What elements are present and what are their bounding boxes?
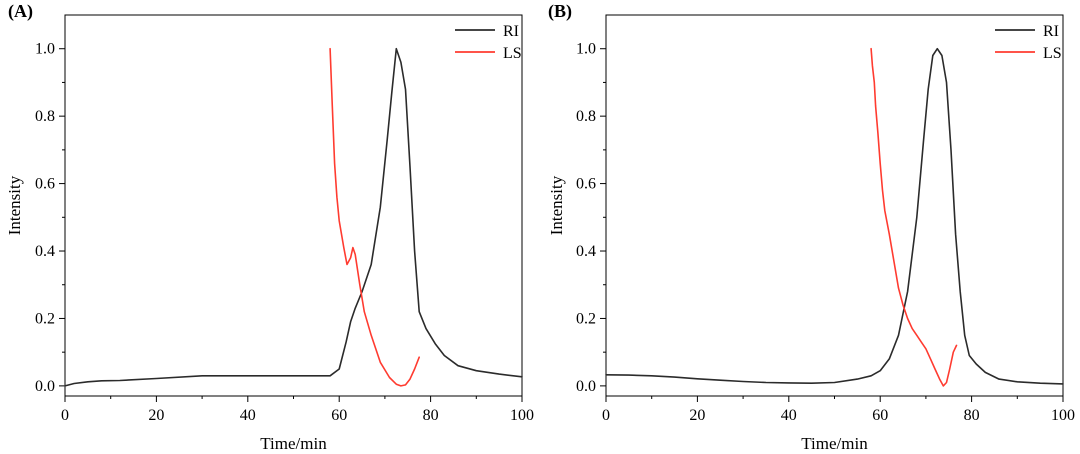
x-axis-title: Time/min [801,434,868,453]
y-tick-label: 1.0 [35,41,55,58]
y-tick-label: 0.6 [576,176,596,193]
series-line-ls [329,47,421,387]
y-tick-label: 0.0 [576,378,596,395]
x-tick-label: 80 [423,407,439,424]
y-tick-label: 0.8 [576,108,596,125]
series-line-ri [605,47,1064,385]
plot-frame [64,14,523,397]
legend-label-ri: RI [503,23,519,40]
x-tick-label: 100 [510,407,534,424]
panel-b: (B) 0 20 40 60 80 100 0.0 0.2 0.4 0.6 0.8 1.0 Time/mi… [547,1,1075,453]
panel-a: (A) 0 20 40 60 80 100 0.0 0.2 0.4 0.6 0.8 1.0 Time/mi… [5,1,534,453]
panel-label: (B) [548,1,572,22]
x-tick-label: 0 [61,407,69,424]
y-tick-label: 1.0 [576,41,596,58]
x-tick-label: 20 [148,407,164,424]
series-line-ri [64,47,523,387]
x-tick-label: 0 [602,407,610,424]
y-axis-title: Intensity [5,175,24,235]
y-tick-label: 0.4 [576,243,596,260]
legend-label-ls: LS [1043,45,1062,62]
x-tick-label: 60 [872,407,888,424]
x-tick-label: 20 [689,407,705,424]
y-axis-title: Intensity [547,175,566,235]
legend-label-ls: LS [503,45,522,62]
x-axis-title: Time/min [260,434,327,453]
panel-label: (A) [8,1,33,22]
plot-frame [605,14,1064,397]
y-tick-label: 0.6 [35,176,55,193]
x-tick-label: 40 [781,407,797,424]
x-tick-label: 80 [964,407,980,424]
x-tick-label: 60 [331,407,347,424]
x-tick-label: 100 [1051,407,1075,424]
y-tick-label: 0.4 [35,243,55,260]
legend-label-ri: RI [1043,23,1059,40]
x-tick-label: 40 [240,407,256,424]
y-tick-label: 0.8 [35,108,55,125]
y-tick-label: 0.2 [35,310,55,327]
y-tick-label: 0.2 [576,310,596,327]
series-line-ls [870,47,958,387]
y-tick-label: 0.0 [35,378,55,395]
